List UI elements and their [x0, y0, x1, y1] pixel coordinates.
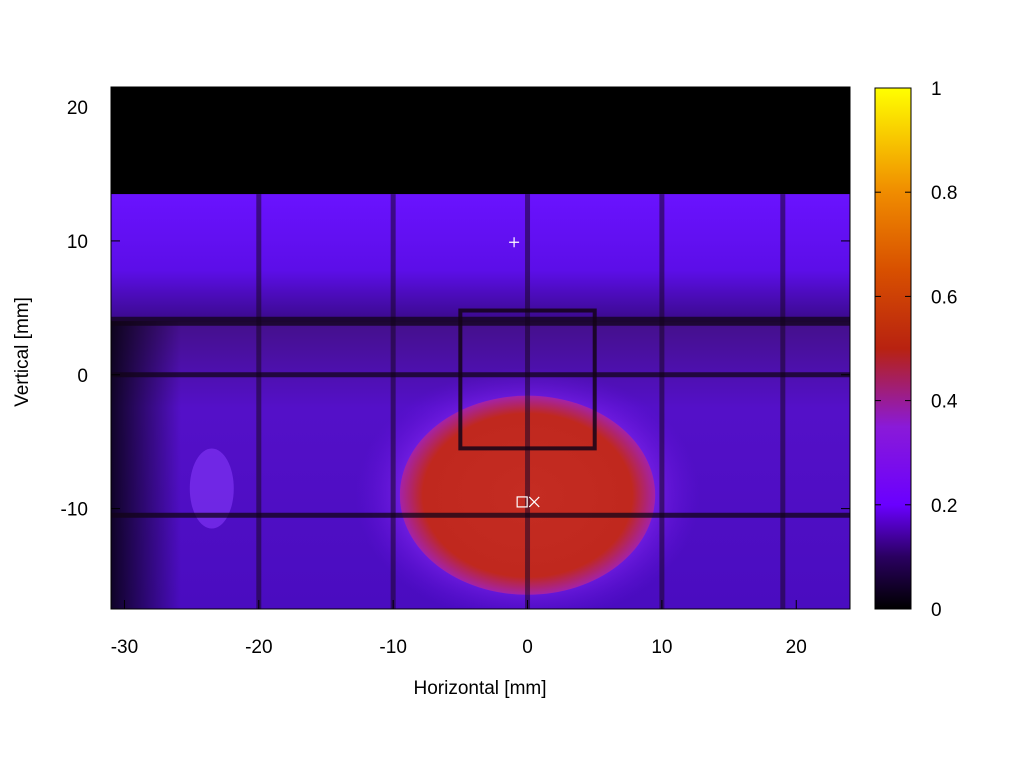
colorbar-tick-label: 0.2 [931, 496, 957, 517]
x-tick-label: 0 [522, 637, 533, 658]
left-lobe [189, 448, 234, 529]
plot-frame [110, 86, 851, 610]
axes: -30 -20 -10 0 10 20 20 10 0 -10 [61, 87, 850, 658]
colorbar-ticks: 0 0.2 0.4 0.6 0.8 1 [875, 79, 958, 621]
plot-area [111, 87, 850, 609]
plus-marker [509, 237, 520, 248]
colorbar [874, 87, 912, 610]
colorbar-tick-label: 1 [931, 79, 942, 100]
cross-marker [528, 496, 540, 508]
colorbar-tick-label: 0.4 [931, 392, 958, 413]
y-tick-label: 0 [77, 366, 88, 387]
left-dark-edge [111, 321, 181, 609]
x-tick-label: -10 [379, 637, 406, 658]
colorbar-tick-label: 0 [931, 600, 942, 621]
x-tick-label: 10 [651, 637, 672, 658]
shadow-rectangle [458, 308, 597, 451]
x-axis-title: Horizontal [mm] [413, 678, 546, 699]
x-tick-label: -20 [245, 637, 272, 658]
x-tick-label: 20 [786, 637, 807, 658]
markers [509, 237, 540, 508]
x-tick-label: -30 [111, 637, 138, 658]
y-tick-label: 10 [67, 232, 88, 253]
y-tick-label: 20 [67, 98, 88, 119]
wire-lines [111, 194, 850, 609]
y-tick-label: -10 [61, 500, 88, 521]
square-marker [516, 496, 528, 508]
y-axis-title: Vertical [mm] [12, 297, 33, 407]
colorbar-tick-label: 0.8 [931, 183, 957, 204]
colorbar-tick-label: 0.6 [931, 287, 957, 308]
upper-band [111, 194, 850, 322]
